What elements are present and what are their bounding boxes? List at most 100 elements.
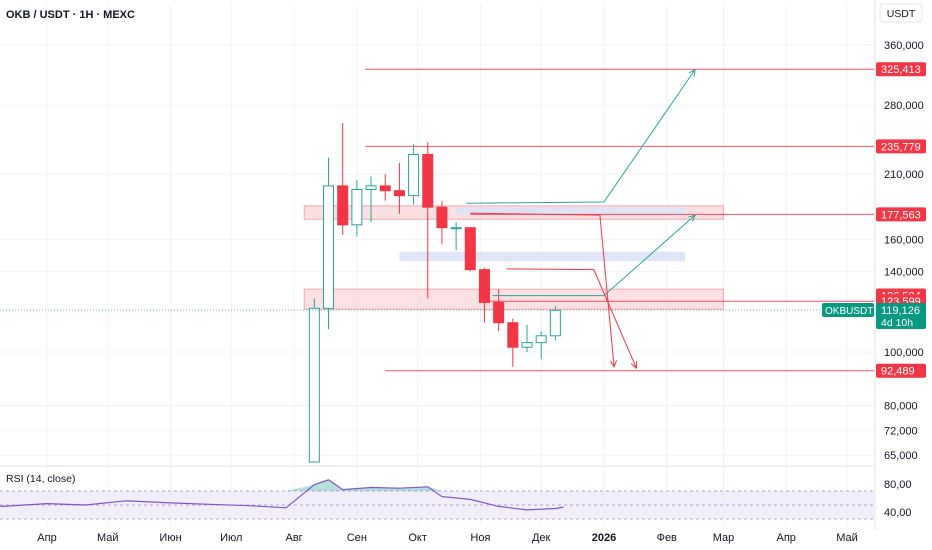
symbol-tag: OKBUSDT: [822, 303, 874, 318]
candle-down: [422, 142, 434, 299]
level-price-tag: 325,413: [876, 62, 926, 77]
price-tick-label: 65,000: [884, 450, 918, 462]
price-tick-label: 80,000: [884, 400, 918, 412]
levels: [364, 68, 874, 372]
time-tick-label: Июл: [220, 532, 242, 544]
last-price-tag-bg: [876, 303, 926, 330]
candle-body: [549, 309, 561, 337]
time-tick-label: Авг: [285, 532, 302, 544]
time-tick-label: Ноя: [470, 532, 490, 544]
candle-down: [464, 227, 476, 272]
arrow-green: [492, 214, 696, 297]
candle-body: [507, 322, 519, 348]
candle-up: [535, 331, 547, 360]
candle-up: [450, 222, 462, 251]
price-tag-label: 177,563: [881, 209, 921, 221]
symbol-tag-label: OKBUSDT: [825, 306, 873, 317]
time-tick-label: Июн: [159, 532, 181, 544]
arrow-head: [688, 214, 696, 222]
candle-body: [323, 185, 335, 309]
price-tag-bg: [876, 139, 926, 154]
candle-up: [351, 179, 363, 237]
zone-blue: [456, 207, 685, 215]
arrow-head: [688, 68, 696, 77]
rsi-tick-label: 40,00: [884, 507, 912, 519]
price-tick-label: 360,000: [884, 40, 924, 52]
candle-body: [379, 185, 391, 192]
zones: [303, 205, 724, 310]
price-tag-label: 325,413: [881, 64, 921, 76]
time-axis[interactable]: Апр Май Июн Июл Авг Сен Окт Ноя Дек 2026 Фев Мар Апр…: [37, 532, 857, 544]
currency-button-bg[interactable]: [879, 3, 923, 23]
grid: [0, 0, 876, 530]
candle-up: [323, 157, 335, 330]
price-tag-bg: [876, 207, 926, 222]
zone-red: [303, 288, 724, 310]
time-tick-label: Дек: [532, 532, 551, 544]
candle-down: [507, 318, 519, 367]
time-tick-label: Фев: [657, 532, 677, 544]
candle-body: [422, 153, 434, 208]
arrow-head: [610, 360, 618, 368]
rsi-pane: [0, 479, 874, 520]
candle-down: [478, 267, 490, 323]
candle-body: [308, 307, 320, 463]
level-price-tag: 235,779: [876, 139, 926, 154]
time-tick-label: Май: [97, 532, 119, 544]
time-tick-label: Сен: [347, 532, 367, 544]
arrow-green: [466, 69, 696, 204]
price-tick-label: 72,000: [884, 426, 918, 438]
time-tick-label: Окт: [408, 532, 427, 544]
candle-up: [365, 176, 377, 223]
price-tag-label: 92,489: [881, 366, 915, 378]
rsi-overbought-fill: [0, 479, 564, 491]
price-axis[interactable]: 65,000 72,000 80,000 100,000 140,000 160,000 2…: [822, 40, 926, 519]
price-tick-label: 210,000: [884, 169, 924, 181]
candle-body: [436, 206, 448, 229]
candle-up: [521, 324, 533, 352]
candle-down: [393, 163, 405, 214]
price-tag-label: 235,779: [881, 141, 921, 153]
time-tick-label: 2026: [592, 532, 616, 544]
price-tick-label: 160,000: [884, 234, 924, 246]
candle-down: [379, 174, 391, 201]
rsi-tick-label: 80,00: [884, 479, 912, 491]
candle-up: [308, 298, 320, 463]
candle-down: [337, 122, 349, 235]
rsi-band: [0, 491, 874, 519]
arrows: [466, 68, 696, 370]
candle-body: [535, 335, 547, 344]
arrow-head: [630, 361, 638, 370]
level-price-tag: 92,489: [876, 363, 926, 378]
arrow-red: [470, 212, 615, 367]
currency-button[interactable]: USDT: [879, 3, 923, 23]
last-price-countdown: 4d 10h: [881, 317, 913, 329]
candle-body: [450, 227, 462, 230]
currency-button-label[interactable]: USDT: [887, 8, 916, 20]
last-price-value: 119,126: [881, 305, 920, 317]
candle-up: [549, 306, 561, 341]
price-tick-label: 140,000: [884, 266, 924, 278]
level-price-tag: 177,563: [876, 207, 926, 222]
price-tick-label: 280,000: [884, 100, 924, 112]
candle-up: [408, 144, 420, 205]
candle-body: [365, 185, 377, 190]
symbol-title: OKB / USDT · 1H · MEXC: [6, 9, 135, 21]
time-tick-label: Апр: [37, 532, 56, 544]
candle-body: [464, 227, 476, 271]
rsi-title: RSI (14, close): [6, 473, 75, 485]
candle-body: [478, 269, 490, 303]
price-tag-bg: [876, 363, 926, 378]
candle-body: [493, 301, 505, 324]
rsi-line: [0, 479, 564, 511]
price-tick-label: 100,000: [884, 347, 924, 359]
candle-body: [393, 190, 405, 197]
candle-down: [436, 200, 448, 244]
candle-body: [351, 188, 363, 226]
time-tick-label: Апр: [777, 532, 796, 544]
candles: [308, 122, 561, 463]
price-tag-bg: [876, 62, 926, 77]
